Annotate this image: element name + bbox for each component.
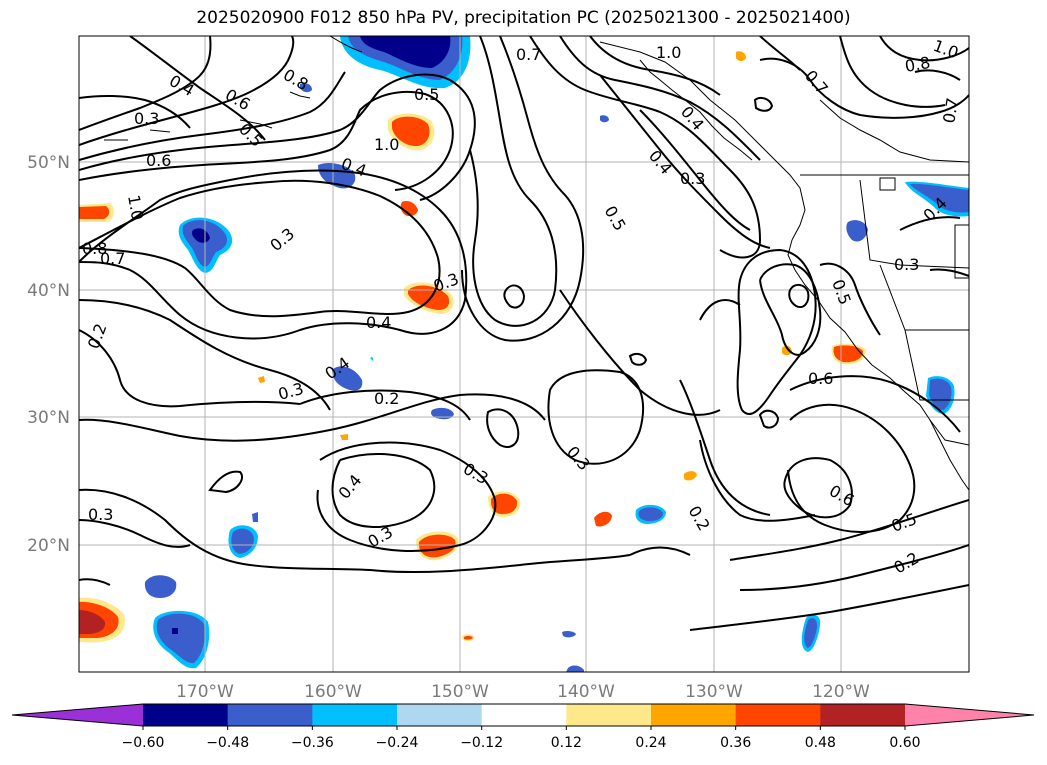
contour-label: 0.8 bbox=[82, 239, 107, 258]
contour-label: 1.0 bbox=[931, 36, 961, 63]
contour-label: 0.4 bbox=[645, 146, 676, 178]
contour-label: 1.0 bbox=[656, 43, 681, 62]
colorbar-tick-label: 0.48 bbox=[805, 735, 836, 751]
colorbar-segment bbox=[566, 704, 652, 726]
lon-tick-label: 120°W bbox=[812, 682, 870, 702]
colorbar-tick-label: 0.24 bbox=[635, 735, 666, 751]
contour-label: 0.7 bbox=[801, 66, 832, 98]
contour-label: 0.8 bbox=[903, 53, 931, 76]
contour-label: 0.6 bbox=[826, 481, 858, 510]
contour-label: 0.4 bbox=[366, 313, 391, 332]
map-plot-area: 0.7 1.0 0.8 0.5 0.4 0.3 0.6 1.0 0.6 0.3 … bbox=[79, 36, 969, 672]
colorbar: −0.60 −0.48 −0.36 −0.24 −0.12 0.12 0.24 0.36 0.4… bbox=[11, 703, 1035, 751]
contour-labels: 0.7 1.0 0.8 0.5 0.4 0.3 0.6 1.0 0.6 0.3 … bbox=[82, 36, 962, 577]
colorbar-segment bbox=[397, 704, 483, 726]
colorbar-segment bbox=[735, 704, 821, 726]
colorbar-segment bbox=[651, 704, 737, 726]
colorbar-segment bbox=[143, 704, 229, 726]
coastlines bbox=[104, 36, 969, 491]
contour-label: 1.0 bbox=[374, 135, 399, 154]
colorbar-segment bbox=[481, 704, 567, 726]
latitude-labels: 50°N 40°N 30°N 20°N bbox=[27, 153, 70, 556]
contour-label: 0.3 bbox=[680, 169, 705, 188]
lat-tick-label: 40°N bbox=[27, 281, 70, 301]
pv-contours bbox=[79, 36, 969, 631]
colorbar-segment bbox=[820, 704, 906, 726]
contour-label: 0.2 bbox=[685, 503, 714, 535]
lon-tick-label: 150°W bbox=[431, 682, 489, 702]
lat-tick-label: 50°N bbox=[27, 153, 70, 173]
lat-tick-label: 30°N bbox=[27, 408, 70, 428]
contour-label: 1.0 bbox=[124, 193, 147, 221]
colorbar-tick-label: −0.48 bbox=[206, 735, 249, 751]
contour-label: 0.3 bbox=[276, 379, 306, 404]
contour-label: 0.7 bbox=[100, 249, 125, 268]
contour-label: 0.3 bbox=[563, 442, 594, 474]
contour-label: 0.5 bbox=[889, 509, 919, 536]
contour-label: 0.5 bbox=[601, 203, 630, 235]
contour-label: 0.2 bbox=[374, 389, 399, 408]
longitude-labels: 170°W 160°W 150°W 140°W 130°W 120°W bbox=[176, 682, 870, 702]
contour-label: 0.5 bbox=[828, 277, 855, 307]
contour-label: 0.7 bbox=[939, 96, 962, 124]
colorbar-extend-low bbox=[12, 704, 143, 726]
colorbar-tick-label: −0.24 bbox=[376, 735, 419, 751]
colorbar-tick-label: −0.60 bbox=[122, 735, 165, 751]
lon-tick-label: 160°W bbox=[304, 682, 362, 702]
contour-label: 0.3 bbox=[134, 109, 159, 128]
contour-label: 0.6 bbox=[222, 85, 254, 114]
map-title: 2025020900 F012 850 hPa PV, precipitatio… bbox=[196, 8, 851, 28]
precip-shading bbox=[79, 36, 969, 672]
colorbar-segment bbox=[312, 704, 398, 726]
colorbar-extend-high bbox=[905, 704, 1034, 726]
contour-label: 0.2 bbox=[891, 548, 923, 577]
contour-label: 0.3 bbox=[88, 505, 113, 524]
colorbar-tick-label: −0.12 bbox=[460, 735, 503, 751]
colorbar-segment bbox=[227, 704, 313, 726]
lat-tick-label: 20°N bbox=[27, 536, 70, 556]
contour-label: 0.4 bbox=[335, 471, 366, 503]
contour-label: 0.6 bbox=[146, 151, 171, 170]
colorbar-tick-label: −0.36 bbox=[291, 735, 334, 751]
lon-tick-label: 130°W bbox=[685, 682, 743, 702]
lon-tick-label: 170°W bbox=[176, 682, 234, 702]
contour-label: 0.2 bbox=[84, 321, 111, 351]
colorbar-tick-label: 0.12 bbox=[551, 735, 582, 751]
lon-tick-label: 140°W bbox=[557, 682, 615, 702]
contour-label: 0.6 bbox=[808, 369, 833, 388]
contour-label: 0.7 bbox=[516, 45, 541, 64]
contour-label: 0.3 bbox=[431, 269, 461, 296]
colorbar-tick-label: 0.36 bbox=[720, 735, 751, 751]
colorbar-tick-label: 0.60 bbox=[889, 735, 920, 751]
contour-label: 0.5 bbox=[414, 85, 439, 104]
contour-label: 0.3 bbox=[266, 224, 298, 255]
contour-label: 0.3 bbox=[894, 255, 919, 274]
map-frame bbox=[78, 35, 970, 673]
contour-label: 0.4 bbox=[677, 102, 708, 134]
